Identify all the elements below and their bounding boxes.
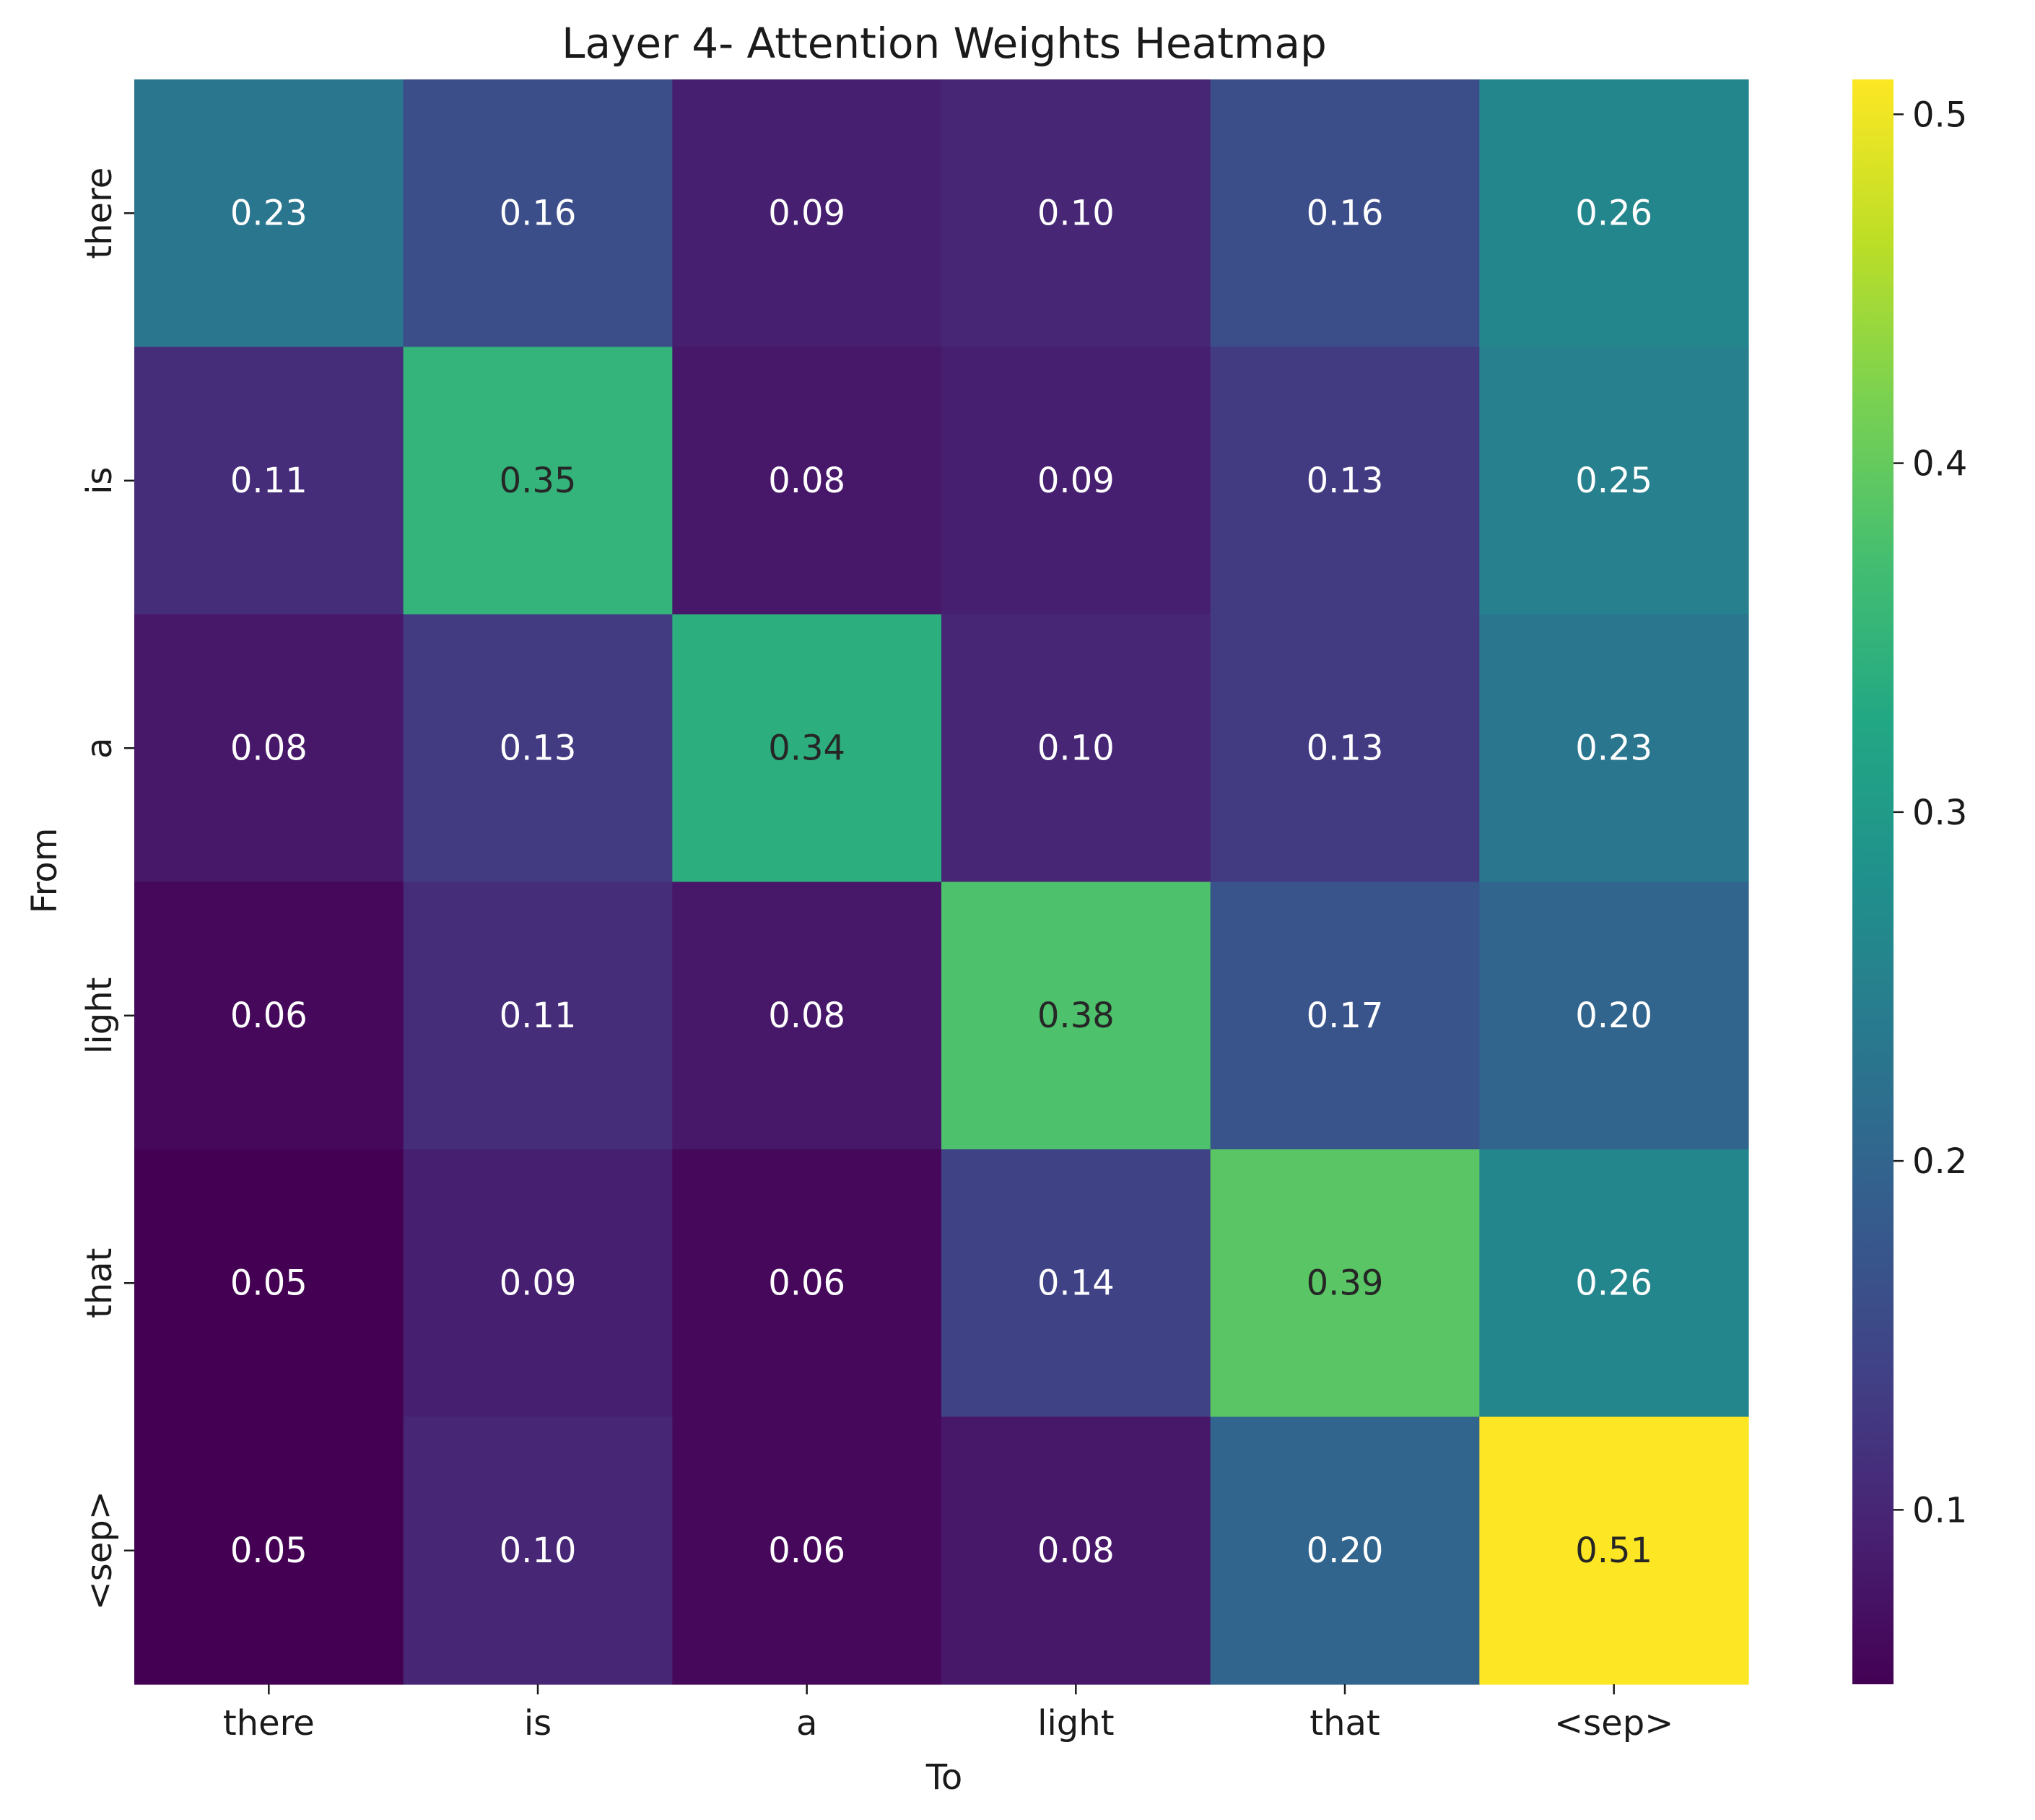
cell-value-label: 0.06 bbox=[230, 996, 308, 1036]
cell-value-label: 0.39 bbox=[1307, 1263, 1384, 1303]
cell-value-label: 0.14 bbox=[1037, 1263, 1115, 1303]
cell-value-label: 0.16 bbox=[500, 193, 577, 233]
cell-value-label: 0.11 bbox=[230, 461, 308, 501]
colorbar-tick-label: 0.2 bbox=[1912, 1141, 1967, 1182]
colorbar-tick-label: 0.5 bbox=[1912, 95, 1967, 135]
heatmap-cell bbox=[403, 1149, 673, 1418]
heatmap-cell bbox=[672, 881, 942, 1150]
heatmap-cell bbox=[941, 347, 1211, 615]
heatmap-cell bbox=[941, 614, 1211, 883]
cell-value-label: 0.16 bbox=[1307, 193, 1384, 233]
y-tick-label: there bbox=[79, 167, 120, 259]
heatmap-cell bbox=[403, 881, 673, 1150]
cell-value-label: 0.35 bbox=[500, 461, 577, 501]
heatmap-cell bbox=[1479, 79, 1749, 348]
chart-title: Layer 4- Attention Weights Heatmap bbox=[562, 19, 1327, 68]
heatmap-cell bbox=[403, 614, 673, 883]
heatmap-cell bbox=[672, 614, 942, 883]
cell-value-label: 0.26 bbox=[1575, 1263, 1652, 1303]
heatmap-cell bbox=[1210, 1149, 1480, 1418]
heatmap-cell bbox=[672, 79, 942, 348]
y-tick-label: light bbox=[79, 978, 120, 1054]
y-axis-title: From bbox=[25, 828, 65, 914]
heatmap-cell bbox=[134, 79, 404, 348]
colorbar: 0.1 0.2 0.3 0.4 0.5 bbox=[1852, 79, 1967, 1684]
cell-value-label: 0.09 bbox=[768, 193, 845, 233]
heatmap-cell bbox=[1479, 1416, 1749, 1685]
heatmap-cell bbox=[672, 1416, 942, 1685]
x-tick-label: is bbox=[524, 1703, 552, 1743]
y-axis-ticks: there is a light that <sep> bbox=[79, 167, 134, 1610]
cell-value-label: 0.11 bbox=[500, 996, 577, 1036]
cell-value-label: 0.23 bbox=[1575, 728, 1652, 768]
y-tick-label: a bbox=[79, 738, 120, 759]
cell-value-label: 0.08 bbox=[768, 461, 845, 501]
heatmap-cell bbox=[1479, 1149, 1749, 1418]
cell-value-label: 0.17 bbox=[1307, 996, 1384, 1036]
y-tick-label: <sep> bbox=[79, 1491, 120, 1610]
cell-value-label: 0.06 bbox=[768, 1263, 845, 1303]
colorbar-tick-label: 0.4 bbox=[1912, 444, 1967, 484]
cell-value-label: 0.23 bbox=[230, 193, 308, 233]
cell-value-label: 0.38 bbox=[1037, 996, 1115, 1036]
heatmap-cell bbox=[672, 1149, 942, 1418]
cell-value-label: 0.51 bbox=[1575, 1531, 1652, 1571]
heatmap-cell bbox=[134, 614, 404, 883]
heatmap-cell bbox=[1479, 614, 1749, 883]
heatmap-cell bbox=[1210, 881, 1480, 1150]
heatmap-cell bbox=[941, 881, 1211, 1150]
cell-value-label: 0.10 bbox=[500, 1531, 577, 1571]
cell-value-label: 0.13 bbox=[1307, 728, 1384, 768]
heatmap-cell bbox=[403, 1416, 673, 1685]
heatmap-cell bbox=[1210, 79, 1480, 348]
heatmap-cell bbox=[134, 881, 404, 1150]
heatmap-cell bbox=[1210, 347, 1480, 615]
cell-value-label: 0.09 bbox=[1037, 461, 1115, 501]
cell-value-label: 0.05 bbox=[230, 1263, 308, 1303]
heatmap-cells: 0.23 0.16 0.09 0.10 0.16 0.26 0.11 0.35 0.08 0.09… bbox=[134, 79, 1749, 1685]
heatmap-cell bbox=[134, 1416, 404, 1685]
heatmap-cell bbox=[1210, 614, 1480, 883]
heatmap-cell bbox=[941, 79, 1211, 348]
cell-value-label: 0.08 bbox=[1037, 1531, 1115, 1571]
cell-value-label: 0.10 bbox=[1037, 193, 1115, 233]
heatmap-cell bbox=[134, 1149, 404, 1418]
x-tick-label: there bbox=[223, 1703, 315, 1743]
heatmap-cell bbox=[941, 1416, 1211, 1685]
x-axis-ticks: there is a light that <sep> bbox=[223, 1684, 1673, 1743]
x-tick-label: a bbox=[796, 1703, 817, 1743]
colorbar-tick-label: 0.3 bbox=[1912, 793, 1967, 833]
cell-value-label: 0.20 bbox=[1575, 996, 1652, 1036]
x-tick-label: <sep> bbox=[1554, 1703, 1673, 1743]
cell-value-label: 0.08 bbox=[230, 728, 308, 768]
colorbar-gradient bbox=[1852, 79, 1894, 1684]
cell-value-label: 0.25 bbox=[1575, 461, 1652, 501]
y-tick-label: is bbox=[79, 467, 120, 495]
x-axis-title: To bbox=[925, 1757, 963, 1798]
cell-value-label: 0.08 bbox=[768, 996, 845, 1036]
heatmap-cell bbox=[672, 347, 942, 615]
x-tick-label: that bbox=[1310, 1703, 1380, 1743]
cell-value-label: 0.06 bbox=[768, 1531, 845, 1571]
cell-value-label: 0.05 bbox=[230, 1531, 308, 1571]
heatmap-cell bbox=[403, 79, 673, 348]
heatmap-cell bbox=[1210, 1416, 1480, 1685]
heatmap-cell bbox=[134, 347, 404, 615]
cell-value-label: 0.13 bbox=[1307, 461, 1384, 501]
heatmap-cell bbox=[1479, 881, 1749, 1150]
heatmap-cell bbox=[1479, 347, 1749, 615]
colorbar-tick-label: 0.1 bbox=[1912, 1490, 1967, 1531]
cell-value-label: 0.34 bbox=[768, 728, 845, 768]
cell-value-label: 0.26 bbox=[1575, 193, 1652, 233]
cell-value-label: 0.09 bbox=[500, 1263, 577, 1303]
heatmap-cell bbox=[403, 347, 673, 615]
heatmap-cell bbox=[941, 1149, 1211, 1418]
cell-value-label: 0.20 bbox=[1307, 1531, 1384, 1571]
cell-value-label: 0.10 bbox=[1037, 728, 1115, 768]
y-tick-label: that bbox=[79, 1248, 120, 1318]
x-tick-label: light bbox=[1037, 1703, 1114, 1743]
cell-value-label: 0.13 bbox=[500, 728, 577, 768]
